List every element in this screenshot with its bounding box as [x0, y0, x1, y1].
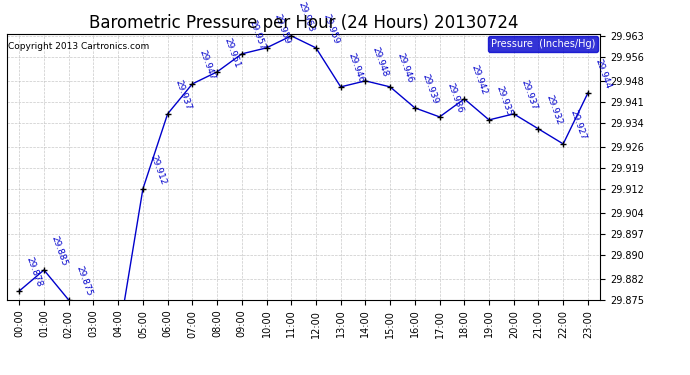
Text: 29.885: 29.885 [50, 234, 69, 267]
Text: 29.947: 29.947 [198, 48, 217, 81]
Text: 29.937: 29.937 [173, 78, 193, 111]
Text: 29.959: 29.959 [322, 12, 341, 45]
Text: 29.957: 29.957 [247, 18, 266, 51]
Text: 29.939: 29.939 [420, 72, 440, 105]
Text: 29.946: 29.946 [395, 51, 415, 84]
Text: 29.912: 29.912 [148, 154, 168, 186]
Text: 29.875: 29.875 [75, 264, 94, 297]
Legend: Pressure  (Inches/Hg): Pressure (Inches/Hg) [488, 36, 598, 51]
Text: 29.944: 29.944 [593, 58, 613, 90]
Text: 29.862: 29.862 [0, 374, 1, 375]
Text: Copyright 2013 Cartronics.com: Copyright 2013 Cartronics.com [8, 42, 149, 51]
Text: 29.942: 29.942 [470, 64, 489, 96]
Title: Barometric Pressure per Hour (24 Hours) 20130724: Barometric Pressure per Hour (24 Hours) … [89, 14, 518, 32]
Text: 29.868: 29.868 [0, 374, 1, 375]
Text: 29.937: 29.937 [520, 78, 539, 111]
Text: 29.948: 29.948 [371, 45, 390, 78]
Text: 29.951: 29.951 [223, 36, 242, 69]
Text: 29.936: 29.936 [445, 81, 464, 114]
Text: 29.959: 29.959 [272, 12, 291, 45]
Text: 29.946: 29.946 [346, 51, 366, 84]
Text: 29.878: 29.878 [25, 255, 44, 288]
Text: 29.963: 29.963 [297, 0, 316, 33]
Text: 29.927: 29.927 [569, 109, 588, 141]
Text: 29.935: 29.935 [495, 84, 514, 117]
Text: 29.932: 29.932 [544, 94, 563, 126]
